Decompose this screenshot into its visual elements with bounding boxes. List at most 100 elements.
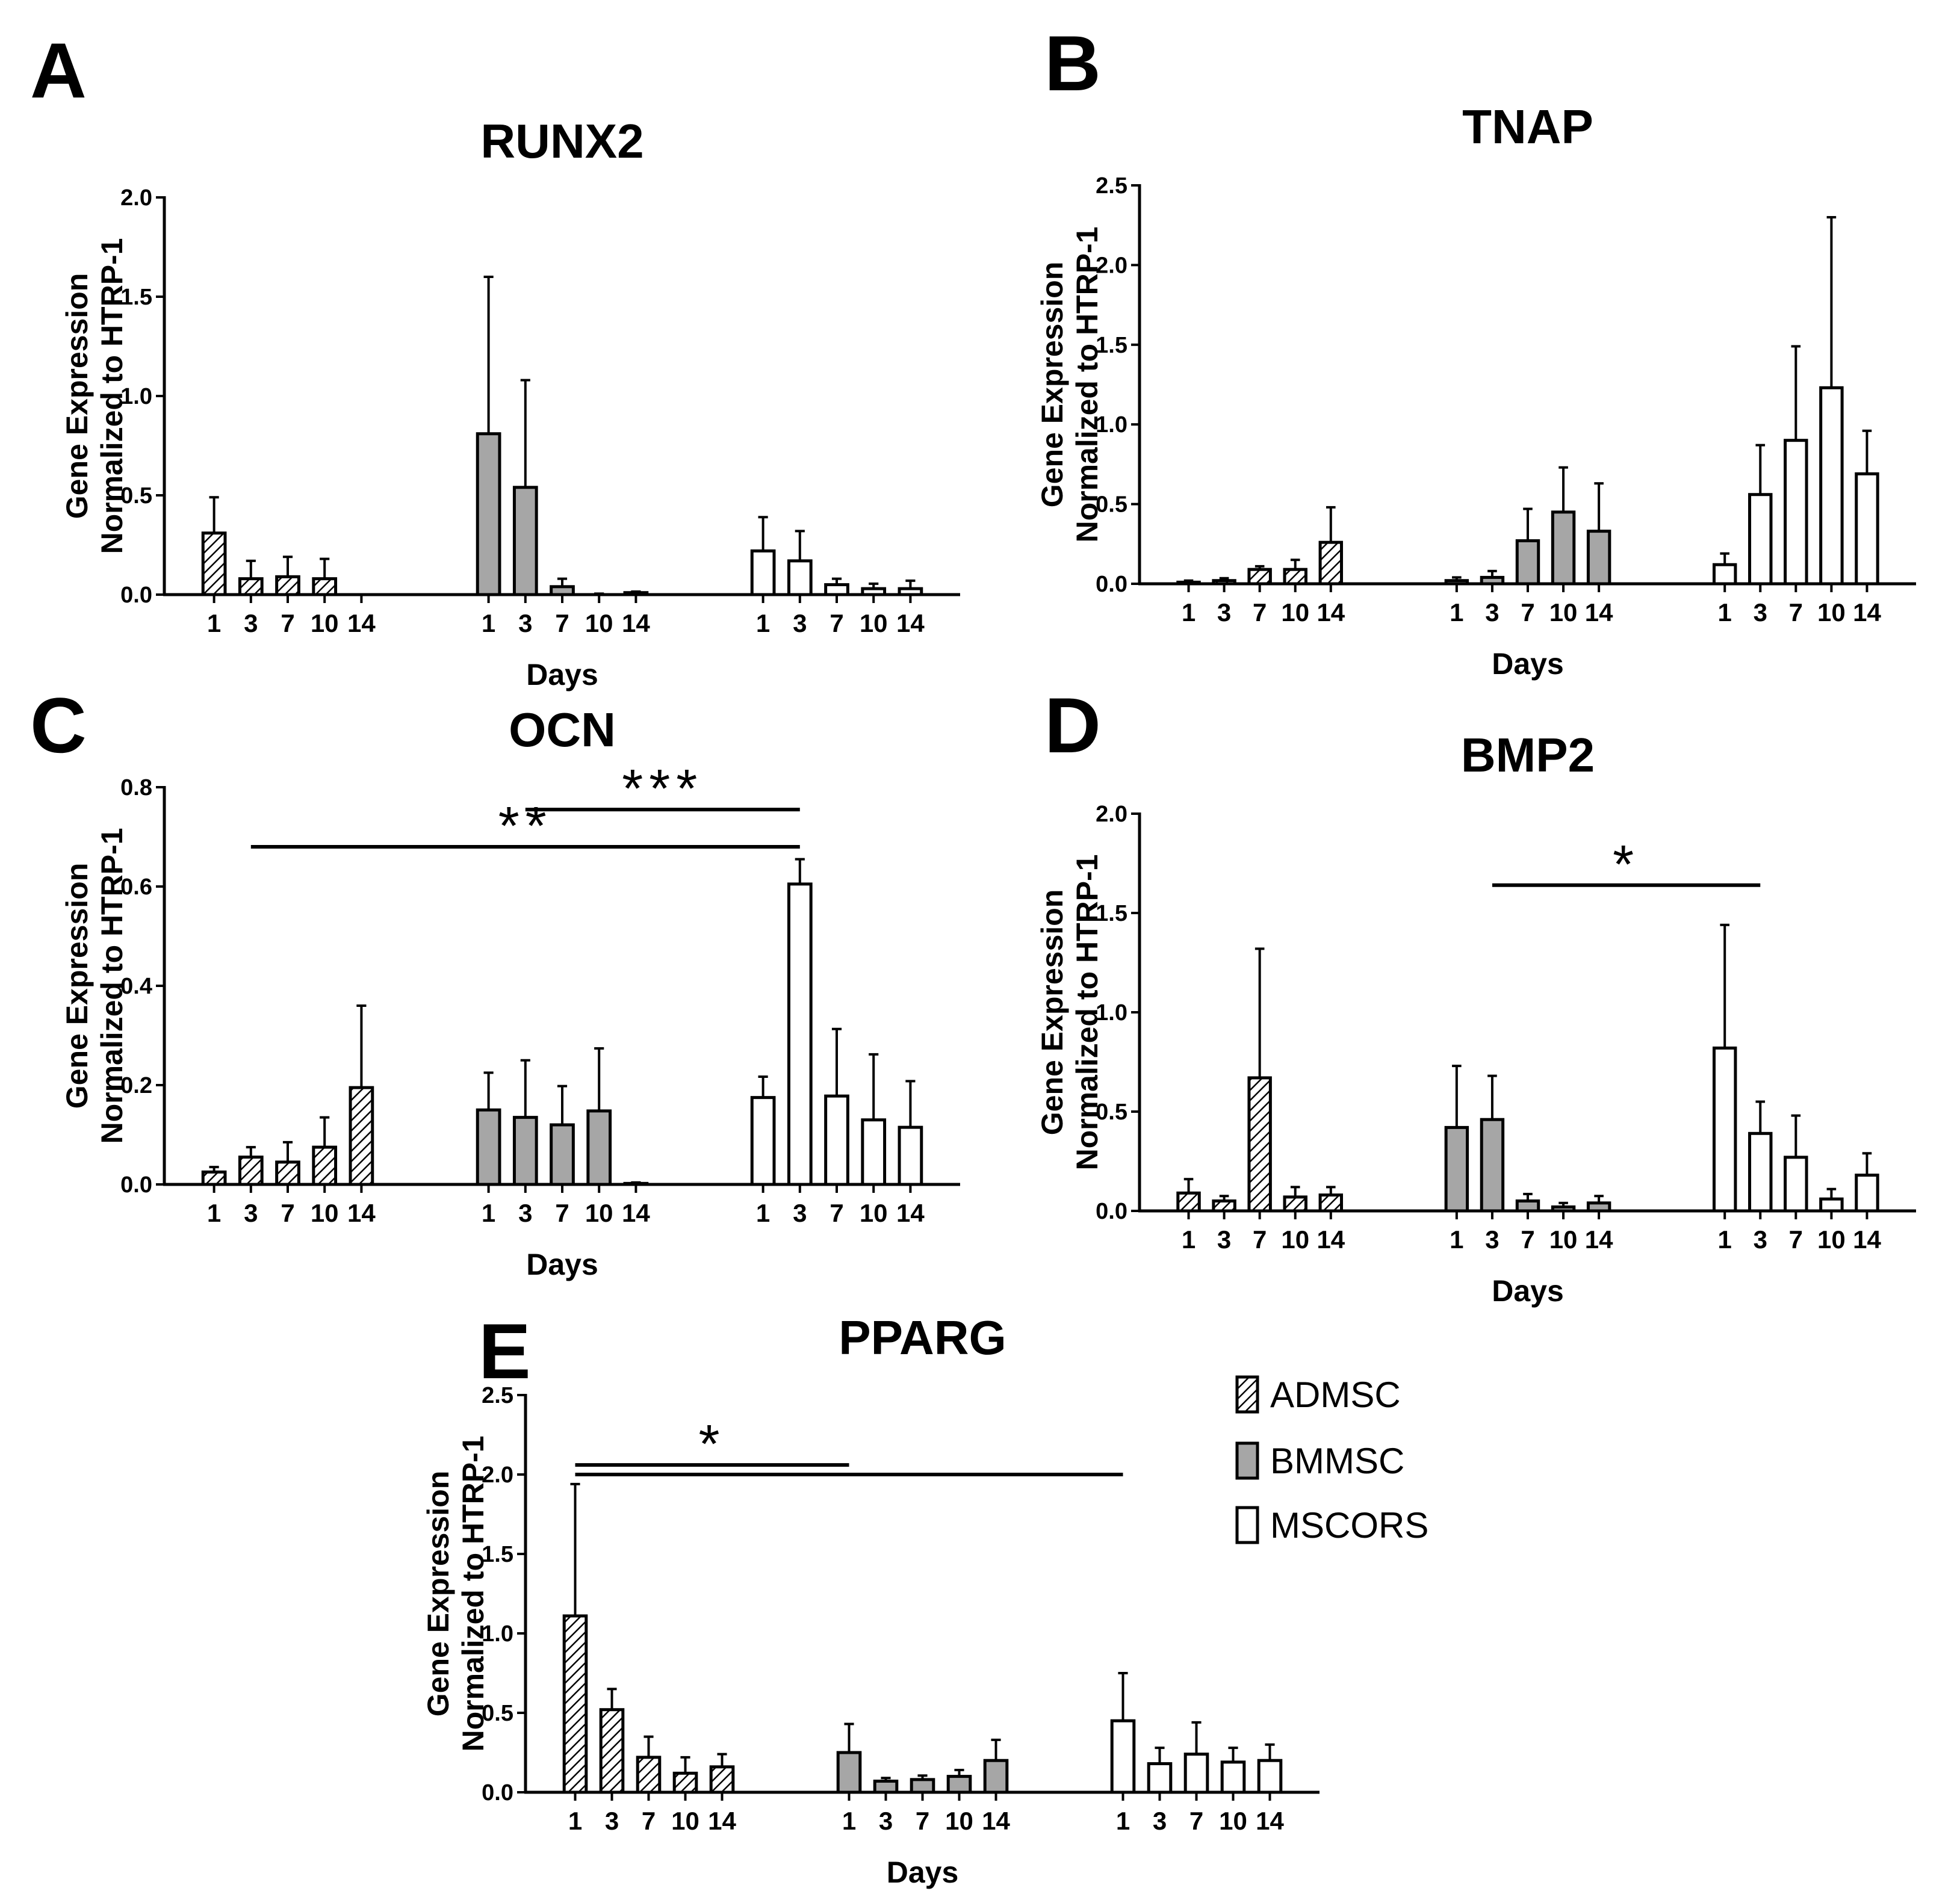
bar-a-mscors-day1 <box>750 549 776 596</box>
x-tick-label-e: 3 <box>1153 1807 1167 1835</box>
x-tick-label-b: 10 <box>1817 598 1846 627</box>
y-axis-label-b: Gene ExpressionNormalized to HTRP-1 <box>1035 226 1104 542</box>
x-tick-label-a: 10 <box>311 609 339 637</box>
x-tick-label-d: 3 <box>1485 1225 1499 1254</box>
bar-b-mscors-day3 <box>1748 493 1773 586</box>
x-tick-label-c: 3 <box>244 1199 258 1227</box>
y-tick-label-a: 1.5 <box>120 285 152 310</box>
x-tick-label-a: 3 <box>244 609 258 637</box>
x-tick-label-b: 1 <box>1718 598 1732 627</box>
x-tick-label-c: 7 <box>281 1199 294 1227</box>
bar-d-admsc-day1 <box>1176 1191 1201 1213</box>
x-tick-label-b: 1 <box>1182 598 1196 627</box>
bar-b-bmmsc-day7 <box>1515 539 1540 586</box>
x-tick-label-b: 14 <box>1316 598 1345 627</box>
x-tick-label-b: 3 <box>1217 598 1231 627</box>
bar-d-bmmsc-day3 <box>1480 1118 1505 1213</box>
panel-letter-d: D <box>1044 681 1101 769</box>
x-tick-label-b: 10 <box>1549 598 1578 627</box>
x-tick-label-c: 14 <box>347 1199 376 1227</box>
x-tick-label-d: 10 <box>1817 1225 1846 1254</box>
bar-c-admsc-day7 <box>275 1160 300 1186</box>
x-axis-label-a: Days <box>526 658 598 692</box>
y-tick-label-d: 2.0 <box>1096 802 1127 827</box>
y-tick-label-e: 1.5 <box>482 1542 513 1567</box>
y-tick-label-b: 2.0 <box>1096 253 1127 278</box>
x-tick-label-a: 14 <box>896 609 925 637</box>
x-tick-label-e: 7 <box>642 1807 656 1835</box>
x-tick-label-c: 7 <box>830 1199 843 1227</box>
y-tick-label-c: 0.8 <box>120 775 152 800</box>
bar-a-mscors-day3 <box>787 559 813 596</box>
legend-label-admsc: ADMSC <box>1270 1375 1401 1415</box>
x-tick-label-e: 14 <box>708 1807 736 1835</box>
bar-b-mscors-day1 <box>1712 563 1737 586</box>
x-tick-label-c: 10 <box>585 1199 613 1227</box>
bar-c-mscors-day14 <box>898 1125 923 1186</box>
bar-b-mscors-day10 <box>1819 386 1844 586</box>
x-tick-label-a: 7 <box>555 609 569 637</box>
bar-b-admsc-day3 <box>1212 579 1236 586</box>
bar-d-admsc-day3 <box>1212 1199 1236 1213</box>
x-tick-label-d: 3 <box>1217 1225 1231 1254</box>
y-axis-label-line2-e: Normalized to HTRP-1 <box>456 1435 490 1751</box>
bar-e-mscors-day10 <box>1220 1760 1246 1794</box>
y-tick-label-a: 2.0 <box>120 185 152 211</box>
x-tick-label-b: 7 <box>1521 598 1534 627</box>
bar-d-mscors-day14 <box>1855 1174 1879 1213</box>
bar-a-bmmsc-day3 <box>512 486 538 596</box>
panel-letter-c: C <box>30 681 87 769</box>
bar-e-bmmsc-day10 <box>946 1775 972 1794</box>
x-tick-label-a: 10 <box>860 609 888 637</box>
bar-a-bmmsc-day7 <box>550 585 575 596</box>
x-tick-label-a: 10 <box>585 609 613 637</box>
bar-c-mscors-day3 <box>787 882 813 1186</box>
x-axis-label-c: Days <box>526 1248 598 1281</box>
y-axis-label-line2-d: Normalized to HTRP-1 <box>1070 854 1104 1170</box>
y-tick-label-b: 1.0 <box>1096 412 1127 438</box>
y-tick-label-c: 0.0 <box>120 1172 152 1198</box>
bar-e-admsc-day1 <box>562 1614 588 1794</box>
y-axis-label-line1-c: Gene Expression <box>60 863 94 1109</box>
chart-panel-e: PPARG Gene ExpressionNormalized to HTRP-1… <box>421 1311 1320 1889</box>
y-tick-label-e: 1.0 <box>482 1621 513 1647</box>
x-tick-label-d: 10 <box>1281 1225 1309 1254</box>
y-axis-label-c: Gene ExpressionNormalized to HTRP-1 <box>60 828 129 1143</box>
panel-letter-a: A <box>30 26 87 114</box>
bar-e-bmmsc-day14 <box>983 1759 1009 1794</box>
x-tick-label-c: 1 <box>207 1199 221 1227</box>
y-axis-label-line2-c: Normalized to HTRP-1 <box>95 828 129 1143</box>
x-tick-label-d: 1 <box>1718 1225 1732 1254</box>
y-axis-label-line2-a: Normalized to HTRP-1 <box>95 238 129 554</box>
significance-label-d-0: * <box>1613 835 1640 895</box>
x-tick-label-e: 7 <box>1189 1807 1203 1835</box>
x-tick-label-e: 3 <box>605 1807 619 1835</box>
y-tick-label-c: 0.2 <box>120 1073 152 1098</box>
y-tick-label-d: 0.0 <box>1096 1199 1127 1224</box>
bar-d-mscors-day1 <box>1712 1046 1737 1213</box>
bar-c-mscors-day7 <box>824 1094 849 1186</box>
x-tick-label-d: 7 <box>1521 1225 1534 1254</box>
legend-swatch-admsc <box>1235 1375 1259 1414</box>
bar-d-admsc-day7 <box>1247 1076 1272 1213</box>
y-axis-label-line1-a: Gene Expression <box>60 273 94 519</box>
bar-e-bmmsc-day3 <box>873 1780 899 1794</box>
y-tick-label-b: 2.5 <box>1096 173 1127 199</box>
x-tick-label-b: 14 <box>1585 598 1613 627</box>
bar-d-mscors-day3 <box>1748 1131 1773 1213</box>
x-tick-label-b: 14 <box>1853 598 1881 627</box>
x-tick-label-e: 3 <box>879 1807 893 1835</box>
y-tick-label-b: 1.5 <box>1096 333 1127 358</box>
bar-d-bmmsc-day1 <box>1444 1125 1469 1213</box>
x-tick-label-d: 7 <box>1789 1225 1803 1254</box>
x-tick-label-b: 3 <box>1485 598 1499 627</box>
bar-b-bmmsc-day1 <box>1444 579 1469 586</box>
x-tick-label-a: 14 <box>622 609 650 637</box>
x-tick-label-c: 3 <box>793 1199 807 1227</box>
bar-d-bmmsc-day7 <box>1515 1199 1540 1213</box>
x-tick-label-d: 1 <box>1450 1225 1463 1254</box>
y-axis-label-a: Gene ExpressionNormalized to HTRP-1 <box>60 238 129 554</box>
